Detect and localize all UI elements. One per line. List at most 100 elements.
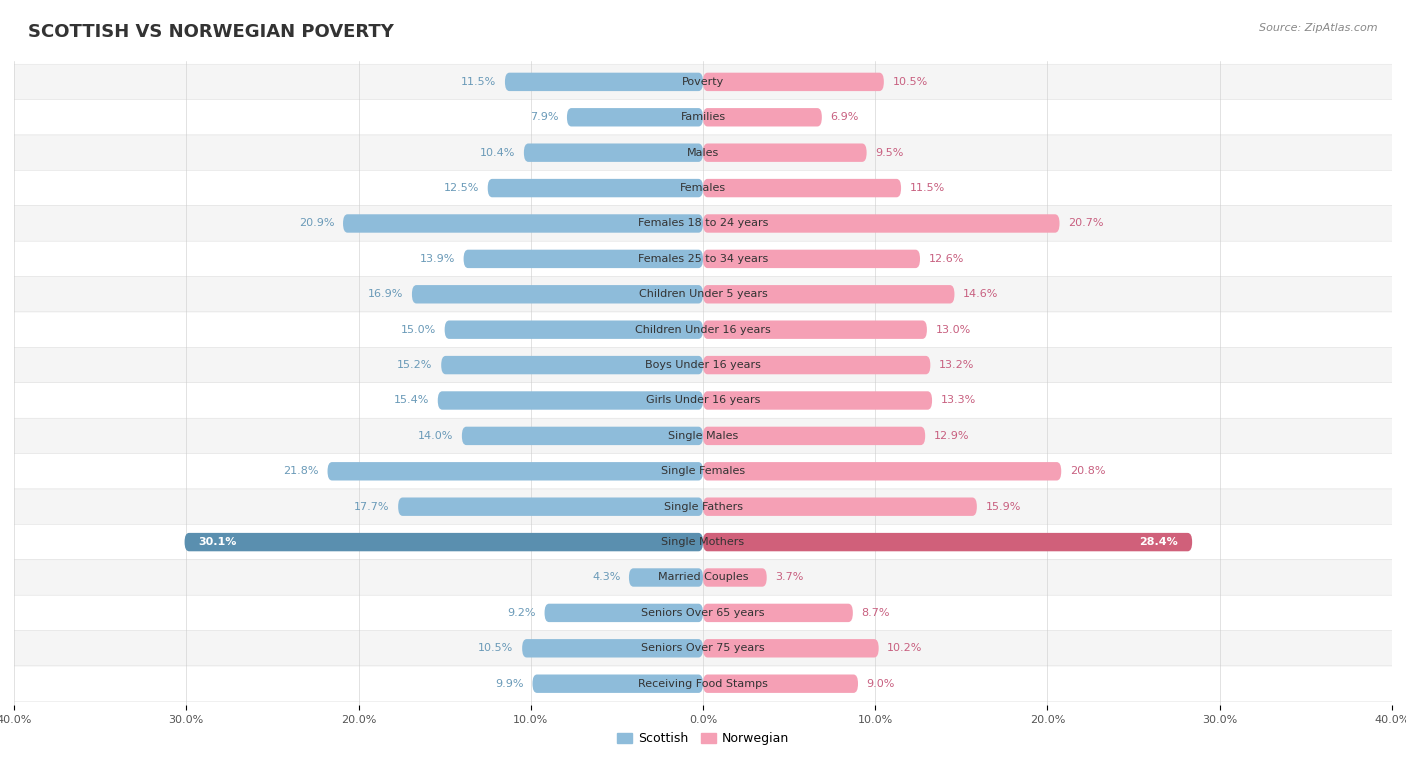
Text: 15.9%: 15.9% [986,502,1021,512]
FancyBboxPatch shape [343,215,703,233]
Legend: Scottish, Norwegian: Scottish, Norwegian [612,727,794,750]
FancyBboxPatch shape [0,64,1406,99]
FancyBboxPatch shape [522,639,703,657]
Text: Single Females: Single Females [661,466,745,476]
FancyBboxPatch shape [441,356,703,374]
Text: 13.9%: 13.9% [419,254,456,264]
FancyBboxPatch shape [703,497,977,516]
FancyBboxPatch shape [0,595,1406,631]
FancyBboxPatch shape [703,427,925,445]
Text: Seniors Over 65 years: Seniors Over 65 years [641,608,765,618]
FancyBboxPatch shape [703,73,884,91]
FancyBboxPatch shape [461,427,703,445]
Text: 3.7%: 3.7% [775,572,804,582]
FancyBboxPatch shape [184,533,703,551]
FancyBboxPatch shape [524,143,703,162]
Text: Married Couples: Married Couples [658,572,748,582]
Text: SCOTTISH VS NORWEGIAN POVERTY: SCOTTISH VS NORWEGIAN POVERTY [28,23,394,41]
Text: Females 25 to 34 years: Females 25 to 34 years [638,254,768,264]
Text: 13.0%: 13.0% [935,324,970,335]
FancyBboxPatch shape [703,639,879,657]
FancyBboxPatch shape [0,383,1406,418]
Text: 9.0%: 9.0% [866,678,896,689]
Text: Children Under 16 years: Children Under 16 years [636,324,770,335]
Text: 11.5%: 11.5% [461,77,496,87]
Text: 7.9%: 7.9% [530,112,558,122]
FancyBboxPatch shape [0,418,1406,453]
Text: 28.4%: 28.4% [1140,537,1178,547]
Text: 15.2%: 15.2% [398,360,433,370]
FancyBboxPatch shape [0,135,1406,171]
Text: 9.2%: 9.2% [508,608,536,618]
Text: 30.1%: 30.1% [198,537,236,547]
FancyBboxPatch shape [0,205,1406,241]
FancyBboxPatch shape [0,347,1406,383]
Text: Children Under 5 years: Children Under 5 years [638,290,768,299]
Text: Receiving Food Stamps: Receiving Food Stamps [638,678,768,689]
FancyBboxPatch shape [703,533,1192,551]
Text: Single Mothers: Single Mothers [661,537,745,547]
FancyBboxPatch shape [505,73,703,91]
FancyBboxPatch shape [703,568,766,587]
Text: Single Fathers: Single Fathers [664,502,742,512]
FancyBboxPatch shape [0,525,1406,560]
FancyBboxPatch shape [703,321,927,339]
FancyBboxPatch shape [0,277,1406,312]
Text: Girls Under 16 years: Girls Under 16 years [645,396,761,406]
FancyBboxPatch shape [412,285,703,303]
FancyBboxPatch shape [703,285,955,303]
FancyBboxPatch shape [544,603,703,622]
FancyBboxPatch shape [0,241,1406,277]
Text: Seniors Over 75 years: Seniors Over 75 years [641,644,765,653]
FancyBboxPatch shape [703,391,932,409]
Text: 13.3%: 13.3% [941,396,976,406]
Text: 11.5%: 11.5% [910,183,945,193]
FancyBboxPatch shape [0,453,1406,489]
FancyBboxPatch shape [464,249,703,268]
Text: 9.9%: 9.9% [495,678,524,689]
Text: 20.9%: 20.9% [299,218,335,228]
Text: Poverty: Poverty [682,77,724,87]
Text: Families: Families [681,112,725,122]
Text: 12.9%: 12.9% [934,431,969,441]
Text: 10.4%: 10.4% [479,148,515,158]
FancyBboxPatch shape [533,675,703,693]
Text: 4.3%: 4.3% [592,572,620,582]
FancyBboxPatch shape [703,215,1060,233]
Text: Boys Under 16 years: Boys Under 16 years [645,360,761,370]
Text: 10.5%: 10.5% [478,644,513,653]
FancyBboxPatch shape [0,99,1406,135]
Text: 13.2%: 13.2% [939,360,974,370]
Text: 20.8%: 20.8% [1070,466,1105,476]
FancyBboxPatch shape [703,356,931,374]
Text: 17.7%: 17.7% [354,502,389,512]
Text: 10.5%: 10.5% [893,77,928,87]
Text: Males: Males [688,148,718,158]
FancyBboxPatch shape [703,179,901,197]
FancyBboxPatch shape [567,108,703,127]
Text: 12.6%: 12.6% [928,254,965,264]
Text: Source: ZipAtlas.com: Source: ZipAtlas.com [1260,23,1378,33]
Text: 21.8%: 21.8% [284,466,319,476]
Text: Single Males: Single Males [668,431,738,441]
FancyBboxPatch shape [703,143,866,162]
FancyBboxPatch shape [0,171,1406,205]
Text: 15.4%: 15.4% [394,396,429,406]
Text: Females: Females [681,183,725,193]
Text: 15.0%: 15.0% [401,324,436,335]
Text: 8.7%: 8.7% [862,608,890,618]
FancyBboxPatch shape [437,391,703,409]
Text: 16.9%: 16.9% [368,290,404,299]
FancyBboxPatch shape [398,497,703,516]
FancyBboxPatch shape [0,312,1406,347]
FancyBboxPatch shape [703,108,823,127]
Text: 9.5%: 9.5% [875,148,904,158]
Text: 14.0%: 14.0% [418,431,453,441]
Text: Females 18 to 24 years: Females 18 to 24 years [638,218,768,228]
Text: 6.9%: 6.9% [831,112,859,122]
FancyBboxPatch shape [703,675,858,693]
FancyBboxPatch shape [703,249,920,268]
FancyBboxPatch shape [0,489,1406,525]
FancyBboxPatch shape [328,462,703,481]
FancyBboxPatch shape [703,603,853,622]
